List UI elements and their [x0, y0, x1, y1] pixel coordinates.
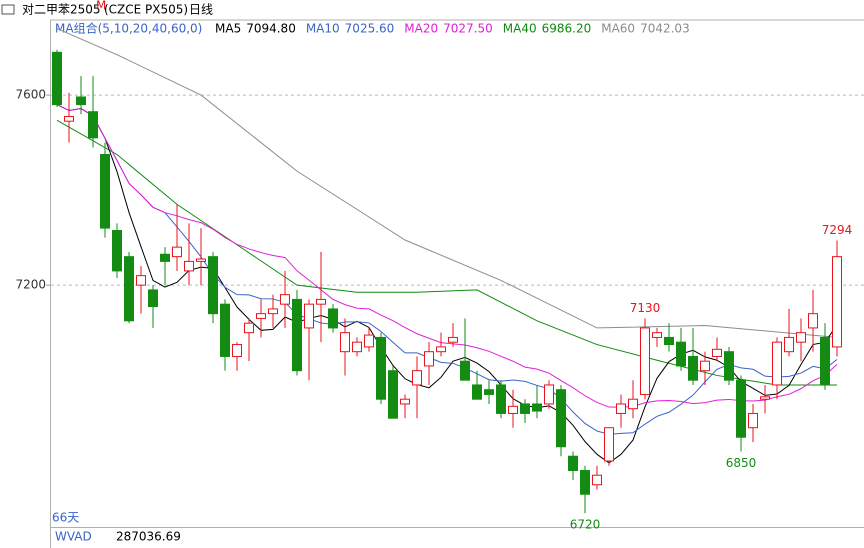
candle-body	[556, 389, 566, 448]
candle-body	[496, 384, 506, 414]
candle-body	[328, 308, 338, 329]
candle-body	[52, 51, 62, 106]
candle-body	[316, 298, 326, 305]
candle-body	[592, 474, 602, 486]
candle-body	[736, 379, 746, 438]
candle-body	[196, 258, 206, 262]
candle-body	[184, 260, 194, 272]
candle-body	[364, 334, 374, 348]
symbol: (CZCE PX505)	[104, 3, 188, 17]
candle-body	[484, 389, 494, 395]
candle-body	[796, 332, 806, 343]
candle-body	[388, 370, 398, 419]
candle-body	[724, 351, 734, 381]
ma-line	[56, 104, 838, 435]
candle-body	[76, 96, 86, 106]
candle-body	[760, 396, 770, 400]
candle-body	[568, 455, 578, 471]
ma-line	[56, 119, 837, 386]
candle-body	[532, 403, 542, 412]
candle-body	[616, 403, 626, 414]
candle-body	[124, 256, 134, 322]
candle-body	[508, 405, 518, 414]
candle-body	[580, 469, 590, 495]
candle-body	[412, 370, 422, 386]
candle-body	[628, 398, 638, 410]
ma-legend-value: 7042.03	[640, 22, 690, 36]
candle-body	[280, 294, 290, 305]
candle-body	[208, 256, 218, 315]
days: 66天	[52, 511, 79, 525]
candle-body	[520, 403, 530, 414]
candle-body	[544, 384, 554, 405]
candle-body	[772, 341, 782, 386]
candle-body	[220, 303, 230, 357]
ma-group[interactable]: MA组合(5,10,20,40,60,0)	[55, 21, 202, 36]
ma-legend-name: MA10	[306, 22, 340, 36]
ma-legend-name: MA60	[601, 22, 635, 36]
ma-legend-value: 7025.60	[345, 22, 395, 36]
candle-body	[352, 341, 362, 353]
y-tick-label: 7200	[15, 278, 46, 292]
candle-body	[652, 332, 662, 338]
candle-body	[460, 360, 470, 381]
candle-body	[604, 427, 614, 462]
candle-body	[436, 346, 446, 353]
candle-body	[88, 111, 98, 139]
price-annotation: 6720	[570, 518, 601, 532]
ma-line	[56, 104, 838, 464]
candle-body	[676, 341, 686, 367]
candle-body	[244, 322, 254, 334]
candle-body	[472, 384, 482, 400]
indicator-value: 287036.69	[116, 530, 181, 544]
candle-body	[160, 253, 170, 262]
candle-body	[268, 308, 278, 315]
price-annotation: 7294	[822, 223, 853, 237]
candle-body	[808, 313, 818, 329]
candle-body	[304, 303, 314, 329]
indicator[interactable]: WVAD	[55, 530, 92, 544]
ma-legend-value: 7027.50	[443, 22, 493, 36]
title: 对二甲苯2505	[22, 3, 101, 17]
ma-legend-value: 6986.20	[542, 22, 592, 36]
candle-body	[820, 336, 830, 386]
candle-body	[292, 298, 302, 372]
ma-line	[56, 104, 838, 408]
y-tick-label: 7600	[15, 88, 46, 102]
candle-body	[112, 230, 122, 272]
candle-body	[424, 351, 434, 367]
candle-body	[376, 336, 386, 400]
candle-body	[340, 332, 350, 353]
candle-body	[448, 336, 458, 343]
price-annotation: 7130	[630, 301, 661, 315]
candle-body	[148, 289, 158, 308]
ma-legend-name: MA20	[404, 22, 438, 36]
price-annotation: 6850	[726, 456, 757, 470]
candle-body	[748, 412, 758, 429]
candle-body	[784, 336, 794, 353]
candle-body	[400, 398, 410, 405]
icon[interactable]	[1, 4, 15, 15]
candle-body	[688, 355, 698, 381]
candle-body	[64, 115, 74, 122]
ma-legend-name: MA5	[215, 22, 241, 36]
period[interactable]: 日线	[189, 3, 213, 17]
candle-body	[700, 360, 710, 372]
candle-body	[640, 327, 650, 395]
ma-legend-name: MA40	[503, 22, 537, 36]
ma-legend-value: 7094.80	[246, 22, 296, 36]
candle-body	[256, 313, 266, 319]
candle-body	[100, 153, 110, 229]
candle-body	[712, 348, 722, 357]
candle-body	[232, 344, 242, 357]
candle-body	[172, 246, 182, 258]
candle-body	[136, 275, 146, 286]
title-mark: M	[96, 0, 106, 13]
candle-body	[832, 256, 842, 348]
candle-body	[664, 336, 674, 346]
